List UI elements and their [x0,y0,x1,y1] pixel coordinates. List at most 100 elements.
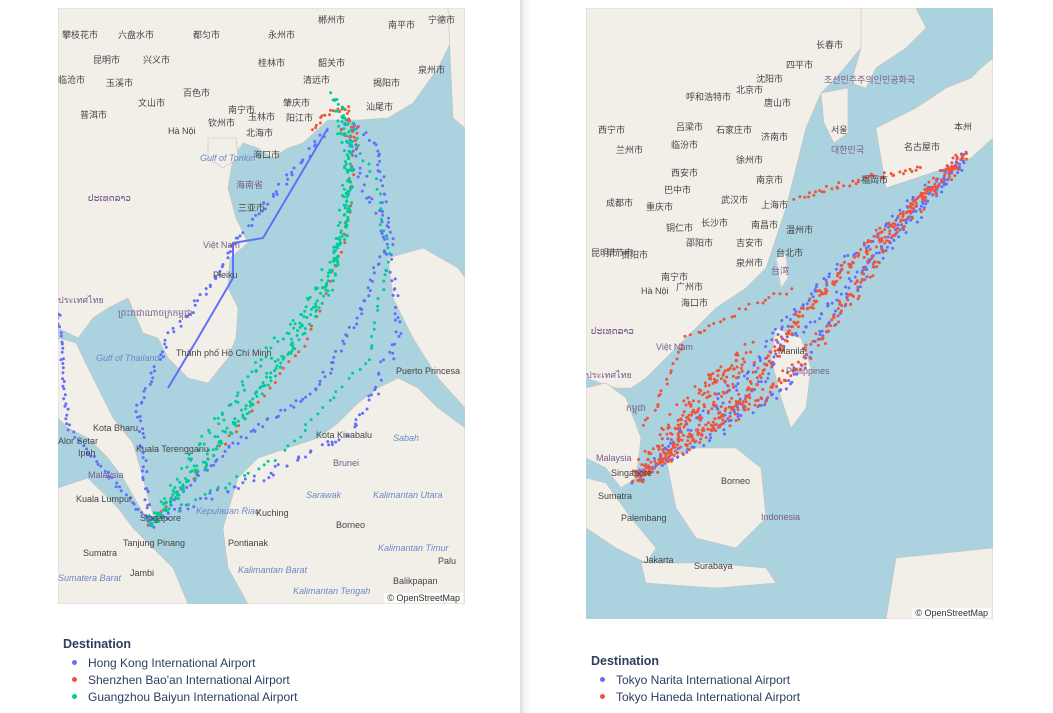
route-point-hkg [228,250,232,254]
route-point-hkg [334,440,338,444]
route-point-hkg [141,451,145,455]
legend-label: Hong Kong International Airport [88,655,256,670]
route-point-hkg [166,511,170,515]
route-point-hnd [736,408,740,412]
route-point-hkg [294,399,298,403]
place-label: 本州 [954,122,973,132]
route-point-hnd [899,220,903,223]
route-point-hnd [707,324,711,328]
route-point-hnd [794,312,797,316]
route-point-hnd [824,287,828,291]
route-point-hnd [689,404,693,408]
route-point-hnd [744,307,748,311]
route-point-hnd [718,410,722,414]
route-point-hnd [964,152,968,155]
route-point-hnd [920,193,923,197]
legend-item-hong-kong[interactable]: Hong Kong International Airport [63,654,297,671]
map-attribution[interactable]: © OpenStreetMap [912,608,991,618]
route-point-szx [347,105,351,109]
route-point-hkg [379,378,383,382]
route-point-hnd [792,197,796,201]
route-point-hkg [274,190,278,194]
place-label: Kalimantan Timur [378,543,449,553]
route-point-hkg [189,483,193,487]
route-point-hnd [903,225,906,229]
route-point-hnd [964,157,968,161]
route-point-hkg [399,332,403,336]
route-point-hkg [364,131,368,135]
legend-item-haneda[interactable]: Tokyo Haneda International Airport [591,688,800,705]
route-point-hnd [856,286,860,290]
place-label: Sarawak [306,490,342,500]
route-point-nrt [865,268,869,271]
route-point-hkg [377,262,381,266]
route-point-hkg [131,501,135,505]
route-point-can [245,412,249,416]
route-point-hnd [761,372,765,376]
route-point-can [225,426,229,430]
route-point-hnd [863,278,867,282]
route-point-can [346,189,350,193]
route-point-hnd [731,382,735,386]
route-point-hnd [775,385,778,388]
route-point-hnd [799,363,803,367]
route-point-can [355,137,359,140]
route-point-hnd [950,178,954,182]
route-point-nrt [909,218,913,222]
route-point-szx [303,344,307,348]
route-point-can [158,512,162,516]
route-point-can [295,334,299,337]
place-label: Pleiku [213,270,238,280]
map-attribution[interactable]: © OpenStreetMap [384,593,463,603]
route-point-can [219,439,223,443]
route-point-hkg [381,213,385,217]
place-label: 阳江市 [286,113,314,123]
route-point-can [184,477,188,480]
route-point-can [335,242,339,246]
route-point-hnd [754,399,758,403]
land-borneo [665,447,767,549]
route-point-hkg [286,177,290,181]
route-point-hnd [914,204,918,208]
place-label: 桂林市 [258,58,286,68]
route-point-hnd [669,438,673,441]
route-point-nrt [935,194,939,198]
route-point-hnd [851,179,855,183]
route-point-can [326,279,330,283]
place-label: 攀枝花市 [62,30,99,40]
route-point-can [258,386,262,390]
route-point-hnd [671,445,675,449]
route-point-can [342,133,346,137]
route-point-nrt [811,295,815,299]
route-point-szx [237,424,241,428]
legend-item-narita[interactable]: Tokyo Narita International Airport [591,671,800,688]
route-point-can [156,514,159,517]
route-point-hnd [712,400,716,404]
map-southeast-asia-china[interactable]: 攀枝花市 六盘水市 都匀市 永州市 郴州市 南平市 宁德市 昆明市 兴义市 桂林市 韶关市 泉州市 临沧… [58,8,465,604]
route-point-hnd [735,365,739,369]
map-east-asia[interactable]: 长春市 四平市 沈阳市 呼和浩特市 北京市 唐山市 조선민주주의인민공화국 서울 西宁市 吕梁市石… [586,8,993,619]
place-label: ประเทศไทย [586,370,632,380]
route-point-hnd [829,324,833,328]
route-point-hkg [260,209,264,213]
route-point-hnd [636,478,640,482]
legend-item-guangzhou[interactable]: Guangzhou Baiyun International Airport [63,688,297,705]
route-point-hnd [699,437,703,441]
route-point-hnd [712,426,716,430]
route-point-can [327,293,331,297]
place-label: Palu [438,556,457,566]
place-label: 南平市 [388,20,416,30]
route-point-hkg [358,413,361,417]
route-point-szx [352,135,356,139]
route-point-can [216,416,220,420]
route-point-hkg [276,463,280,467]
route-point-hkg [393,342,396,346]
route-point-can [330,268,334,272]
route-point-szx [256,400,260,404]
route-point-can [286,444,290,448]
route-point-can [276,340,280,343]
route-point-nrt [739,414,743,417]
route-point-hnd [733,314,737,318]
legend-item-shenzhen[interactable]: Shenzhen Bao'an International Airport [63,671,297,688]
route-point-hnd [825,281,829,285]
